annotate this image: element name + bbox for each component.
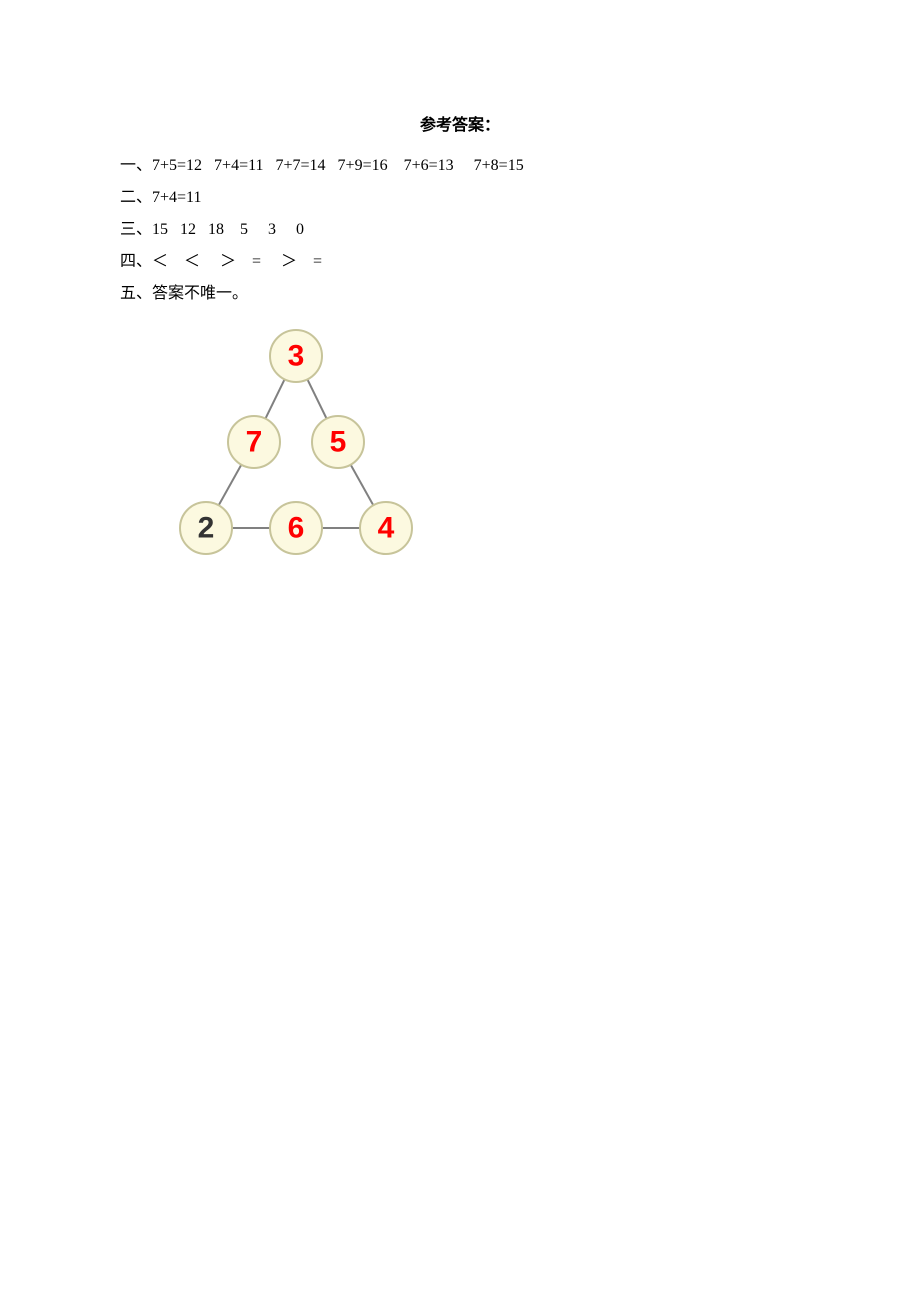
- diagram-node-label: 7: [246, 426, 263, 459]
- diagram-node-label: 4: [378, 512, 395, 545]
- answer-line-1: 一、7+5=12 7+4=11 7+7=14 7+9=16 7+6=13 7+8…: [120, 150, 800, 182]
- diagram-node: 5: [312, 416, 364, 468]
- answer-line-4: 四、＜ ＜ ＞ = ＞ =: [120, 246, 800, 278]
- diagram-node-label: 5: [330, 426, 347, 459]
- answers-title: 参考答案：: [120, 110, 800, 142]
- answer-line-3: 三、15 12 18 5 3 0: [120, 214, 800, 246]
- answer-line-2: 二、7+4=11: [120, 182, 800, 214]
- diagram-node-label: 2: [198, 512, 215, 545]
- diagram-node: 2: [180, 502, 232, 554]
- page: 参考答案： 一、7+5=12 7+4=11 7+7=14 7+9=16 7+6=…: [0, 0, 920, 574]
- triangle-svg: 3 7 5 2 6 4: [146, 314, 446, 574]
- diagram-node: 6: [270, 502, 322, 554]
- diagram-node: 7: [228, 416, 280, 468]
- answer-line-5: 五、答案不唯一。: [120, 278, 800, 310]
- diagram-node-label: 3: [288, 340, 305, 373]
- diagram-node: 4: [360, 502, 412, 554]
- diagram-node: 3: [270, 330, 322, 382]
- diagram-node-label: 6: [288, 512, 305, 545]
- triangle-diagram: 3 7 5 2 6 4: [146, 314, 800, 574]
